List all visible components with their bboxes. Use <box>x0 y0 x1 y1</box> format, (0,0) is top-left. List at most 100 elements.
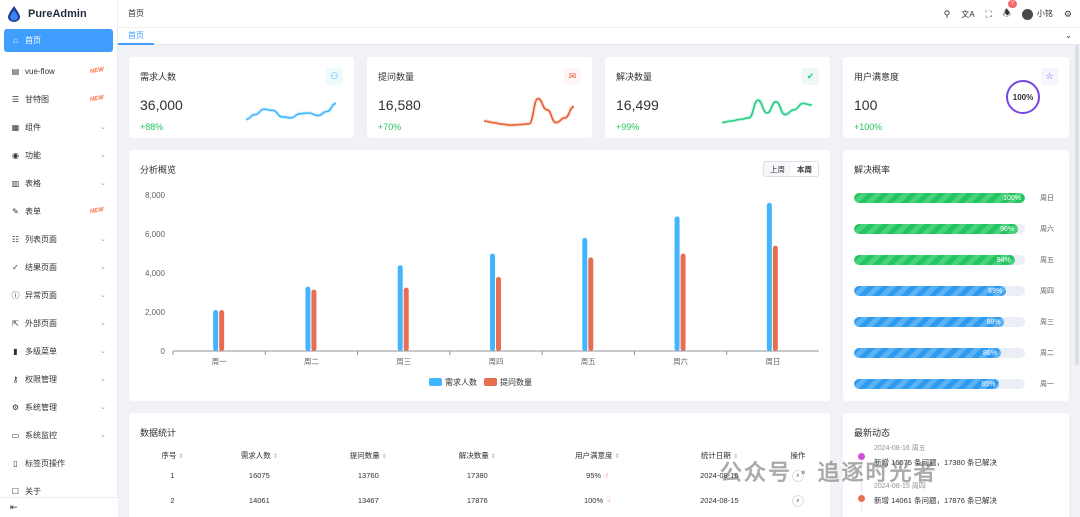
sidebar-item[interactable]: ▭ 系统监控 ⌄ <box>0 421 118 449</box>
rate-track: 100% <box>854 193 1025 203</box>
breadcrumb[interactable]: 首页 <box>128 9 144 18</box>
sidebar-item-label: 系统监控 <box>25 430 57 440</box>
thumbs-down-icon: ☟ <box>606 496 611 505</box>
sidebar-item[interactable]: ☷ 列表页面 ⌄ <box>0 225 118 253</box>
data-table: 序号 ⇕ 需求人数 ⇕ 提问数量 ⇕ 解决数量 ⇕ 用户满意度 ⇕ 统计日期 ⇕ 操作 1 16075 13… <box>140 448 820 513</box>
sort-icon[interactable]: ⇕ <box>381 454 387 460</box>
column-header[interactable]: 统计日期 ⇕ <box>663 448 776 463</box>
bar[interactable] <box>219 310 225 351</box>
bar[interactable] <box>766 202 772 351</box>
gear-icon[interactable]: ⚙ <box>1063 8 1072 19</box>
translate-icon[interactable]: 文A <box>961 9 975 19</box>
sparkline <box>484 96 574 128</box>
chevron-down-icon: ⌄ <box>100 432 106 439</box>
bar[interactable] <box>674 216 680 351</box>
data-stats-card: 数据统计 序号 ⇕ 需求人数 ⇕ 提问数量 ⇕ 解决数量 ⇕ 用户满意度 ⇕ 统计日期 ⇕ 操作 1 16… <box>129 413 830 517</box>
sidebar-item[interactable]: ⇱ 外部页面 ⌄ <box>0 309 118 337</box>
sidebar-item[interactable]: ▮ 多级菜单 ⌄ <box>0 337 118 365</box>
ring-label: 100% <box>1013 93 1033 102</box>
sidebar-item[interactable]: ▦ 组件 ⌄ <box>0 113 118 141</box>
cell-satisfaction: 100% <box>583 496 604 505</box>
chevron-down-icon: ⌄ <box>100 292 106 299</box>
gantt-icon: ☰ <box>11 94 20 104</box>
search-icon[interactable]: ⌕ <box>791 469 804 482</box>
chevron-down-icon[interactable]: ⌄ <box>1065 31 1072 40</box>
ring-progress <box>1006 80 1040 114</box>
sort-icon[interactable]: ⇕ <box>272 454 278 460</box>
cell-index: 2 <box>170 496 175 505</box>
column-header[interactable]: 操作 <box>776 448 820 463</box>
fullscreen-icon[interactable]: ⛶ <box>985 8 992 19</box>
sidebar-item[interactable]: ⓘ 异常页面 ⌄ <box>0 281 118 309</box>
sort-icon[interactable]: ⇕ <box>614 454 620 460</box>
sidebar-item[interactable]: ⚙ 系统管理 ⌄ <box>0 393 118 421</box>
column-header[interactable]: 提问数量 ⇕ <box>314 448 423 463</box>
column-header[interactable]: 需求人数 ⇕ <box>205 448 314 463</box>
rate-label: 89% <box>988 287 1003 295</box>
column-header-label: 解决数量 <box>458 451 489 460</box>
y-tick-label: 2,000 <box>145 308 166 317</box>
rate-row: 94% 周五 <box>854 253 1059 265</box>
column-header[interactable]: 序号 ⇕ <box>140 448 205 463</box>
sort-icon[interactable]: ⇕ <box>490 454 496 460</box>
stat-title: 提问数量 <box>378 72 415 82</box>
sidebar-item[interactable]: ✓ 结果页面 ⌄ <box>0 253 118 281</box>
collapse-sidebar-button[interactable]: ⇤ <box>0 497 118 517</box>
search-icon[interactable]: ⚲ <box>943 8 951 19</box>
search-icon[interactable]: ⌕ <box>791 494 804 507</box>
chevron-down-icon: ⌄ <box>100 348 106 355</box>
sidebar-item[interactable]: ◉ 功能 ⌄ <box>0 141 118 169</box>
sidebar-item[interactable]: ✎ 表单 NEW <box>0 197 118 225</box>
user-menu[interactable]: 小铭 <box>1021 8 1053 20</box>
bar[interactable] <box>680 253 686 352</box>
table-cell: 17380 <box>423 463 532 488</box>
table-cell: 16075 <box>205 463 314 488</box>
cell-questions: 13760 <box>357 471 379 480</box>
table-cell: 2 <box>140 488 205 513</box>
sparkline-line <box>246 102 336 121</box>
sort-icon[interactable]: ⇕ <box>732 454 738 460</box>
y-tick-label: 0 <box>161 347 166 356</box>
stat-title: 用户满意度 <box>854 72 900 82</box>
bar[interactable] <box>213 310 219 351</box>
sort-icon[interactable]: ⇕ <box>178 454 184 460</box>
logo[interactable]: PureAdmin <box>0 0 117 28</box>
chevron-down-icon: ⌄ <box>100 376 106 383</box>
bar[interactable] <box>582 237 588 351</box>
column-header-label: 需求人数 <box>240 451 271 460</box>
sparkline <box>722 98 812 125</box>
bar[interactable] <box>588 257 594 351</box>
timeline-time: 2024-08-15 周四 <box>874 483 926 490</box>
table-cell: 14061 <box>205 488 314 513</box>
column-header-label: 统计日期 <box>700 451 731 460</box>
sidebar-item[interactable]: ☐ 关于 <box>0 477 118 505</box>
bar[interactable] <box>490 253 495 352</box>
sidebar-item-label: 甘特图 <box>25 94 49 104</box>
notification-bell[interactable]: 🕭 7 <box>1003 0 1017 22</box>
range-this-week[interactable]: 本周 <box>791 162 818 176</box>
column-header[interactable]: 解决数量 ⇕ <box>423 448 532 463</box>
sparkline <box>246 101 336 122</box>
scrollbar[interactable] <box>1074 45 1080 365</box>
rate-track: 94% <box>854 255 1025 265</box>
x-tick-label: 周日 <box>765 357 780 366</box>
column-header[interactable]: 用户满意度 ⇕ <box>532 448 663 463</box>
bar[interactable] <box>496 276 501 351</box>
stat-title: 需求人数 <box>140 72 177 82</box>
bar[interactable] <box>403 287 409 351</box>
range-last-week[interactable]: 上周 <box>770 164 785 174</box>
bar[interactable] <box>311 289 317 351</box>
sidebar-item[interactable]: ▤ vue-flow NEW <box>0 57 118 85</box>
tag-home[interactable]: 首页 <box>118 28 154 45</box>
bar[interactable] <box>772 245 778 351</box>
rate-label: 96% <box>1000 225 1015 233</box>
range-segmented[interactable]: 上周 本周 <box>763 161 819 177</box>
bar[interactable] <box>305 286 311 351</box>
sidebar-item[interactable]: ⌂ 首页 <box>4 29 113 52</box>
sidebar-item[interactable]: ▯ 标签页操作 <box>0 449 118 477</box>
bar[interactable] <box>397 265 403 351</box>
sidebar-item[interactable]: ☰ 甘特图 NEW <box>0 85 118 113</box>
sidebar-item[interactable]: ▥ 表格 ⌄ <box>0 169 118 197</box>
chevron-down-icon: ⌄ <box>100 180 106 187</box>
sidebar-item[interactable]: ⚷ 权限管理 ⌄ <box>0 365 118 393</box>
